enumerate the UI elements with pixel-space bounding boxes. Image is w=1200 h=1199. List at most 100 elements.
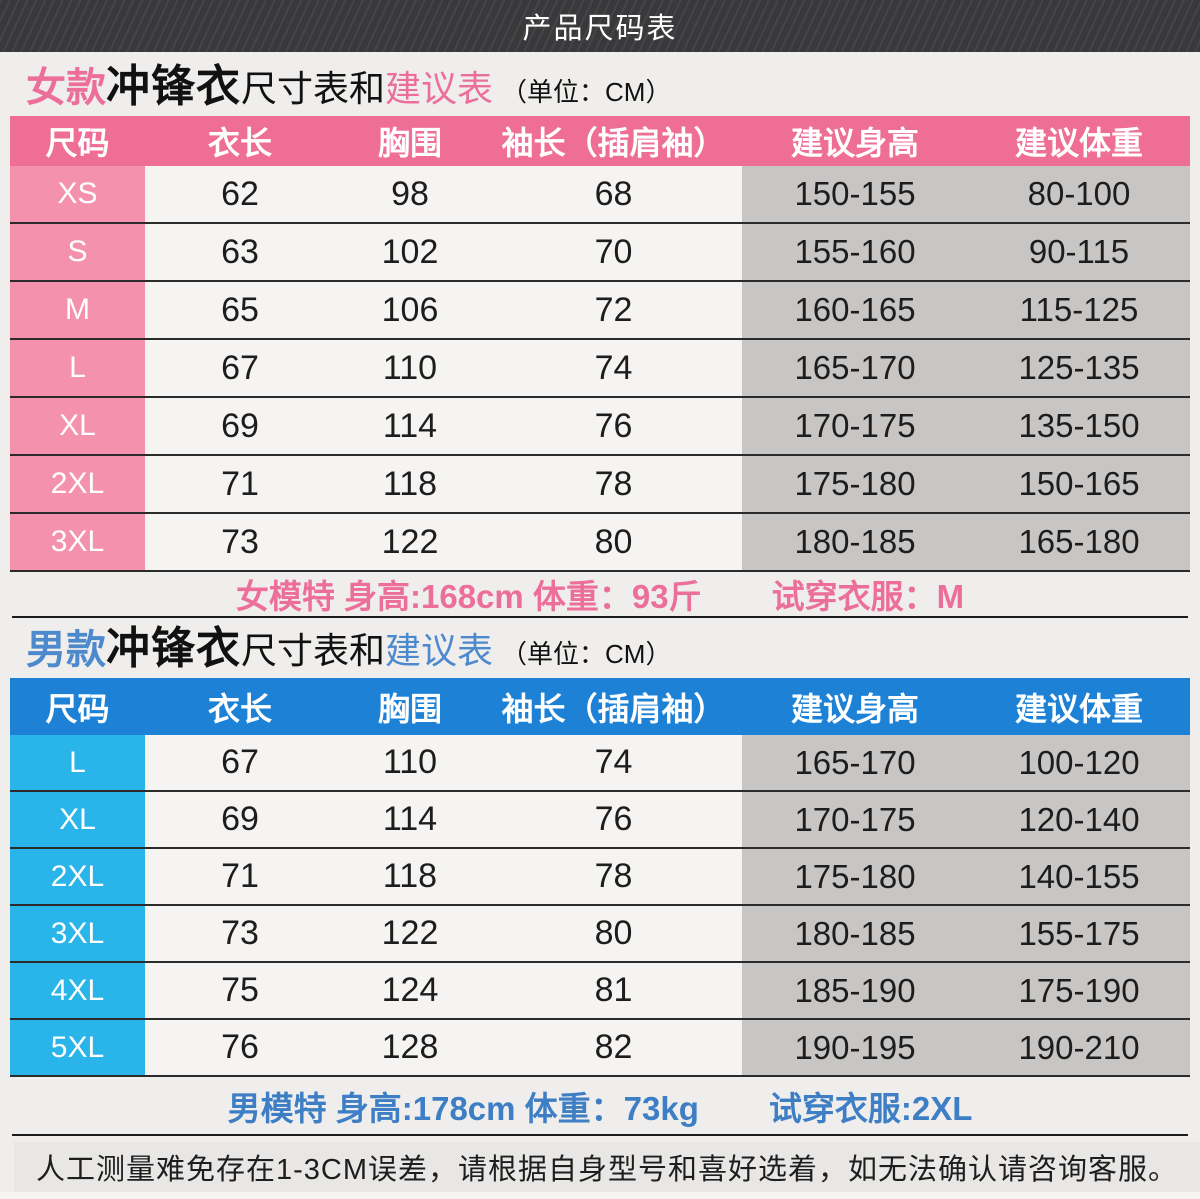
table-cell: 62 xyxy=(145,166,335,223)
table-cell: 74 xyxy=(485,339,742,397)
size-label-cell: 5XL xyxy=(10,1019,145,1076)
men-table-header-row: 尺码 衣长 胸围 袖长（插肩袖） 建议身高 建议体重 xyxy=(10,678,1190,735)
size-label-cell: XL xyxy=(10,397,145,455)
table-cell: 165-180 xyxy=(968,513,1190,571)
women-size-table: 尺码 衣长 胸围 袖长（插肩袖） 建议身高 建议体重 XS 62 98 68 150-1… xyxy=(10,116,1190,572)
table-row: 3XL 73 122 80 180-185 165-180 xyxy=(10,513,1190,571)
women-gender-label: 女款 xyxy=(26,66,106,110)
table-cell: 78 xyxy=(485,848,742,905)
table-row: 3XL 73 122 80 180-185 155-175 xyxy=(10,905,1190,962)
table-cell: 110 xyxy=(335,339,485,397)
men-title-text: 尺寸表和 xyxy=(241,630,386,671)
size-label-cell: 3XL xyxy=(10,513,145,571)
column-header-chest: 胸围 xyxy=(335,116,485,166)
size-label-cell: 3XL xyxy=(10,905,145,962)
table-row: L 67 110 74 165-170 125-135 xyxy=(10,339,1190,397)
size-label-cell: 4XL xyxy=(10,962,145,1019)
table-cell: 71 xyxy=(145,848,335,905)
bottom-strip xyxy=(0,1192,1200,1199)
size-label-cell: 2XL xyxy=(10,848,145,905)
table-row: S 63 102 70 155-160 90-115 xyxy=(10,223,1190,281)
table-cell: 175-180 xyxy=(742,455,968,513)
table-cell: 165-170 xyxy=(742,339,968,397)
table-cell: 150-155 xyxy=(742,166,968,223)
table-cell: 155-160 xyxy=(742,223,968,281)
table-cell: 76 xyxy=(145,1019,335,1076)
table-cell: 190-195 xyxy=(742,1019,968,1076)
table-cell: 71 xyxy=(145,455,335,513)
column-header-length: 衣长 xyxy=(145,678,335,735)
table-cell: 150-165 xyxy=(968,455,1190,513)
men-product-name: 冲锋衣 xyxy=(106,624,241,673)
table-cell: 110 xyxy=(335,735,485,791)
table-cell: 135-150 xyxy=(968,397,1190,455)
women-model-note: 女模特 身高:168cm 体重：93斤 试穿衣服：M xyxy=(0,572,1200,616)
table-cell: 122 xyxy=(335,513,485,571)
size-label-cell: L xyxy=(10,735,145,791)
table-cell: 90-115 xyxy=(968,223,1190,281)
table-cell: 106 xyxy=(335,281,485,339)
women-product-name: 冲锋衣 xyxy=(106,62,241,111)
table-cell: 180-185 xyxy=(742,513,968,571)
table-cell: 122 xyxy=(335,905,485,962)
table-cell: 115-125 xyxy=(968,281,1190,339)
table-cell: 73 xyxy=(145,905,335,962)
table-cell: 63 xyxy=(145,223,335,281)
men-gender-label: 男款 xyxy=(26,628,106,672)
column-header-height: 建议身高 xyxy=(742,678,968,735)
table-cell: 98 xyxy=(335,166,485,223)
table-cell: 180-185 xyxy=(742,905,968,962)
table-cell: 160-165 xyxy=(742,281,968,339)
table-row: 2XL 71 118 78 175-180 140-155 xyxy=(10,848,1190,905)
table-cell: 80 xyxy=(485,905,742,962)
table-cell: 72 xyxy=(485,281,742,339)
size-label-cell: XS xyxy=(10,166,145,223)
men-title-highlight: 建议表 xyxy=(385,630,494,671)
men-section-title: 男款冲锋衣尺寸表和建议表 （单位：CM） xyxy=(0,618,1200,678)
column-header-weight: 建议体重 xyxy=(968,678,1190,735)
table-cell: 102 xyxy=(335,223,485,281)
women-section-title: 女款冲锋衣尺寸表和建议表 （单位：CM） xyxy=(0,52,1200,116)
measurement-disclaimer: 人工测量难免存在1-3CM误差，请根据自身型号和喜好选着，如无法确认请咨询客服。 xyxy=(14,1142,1200,1192)
table-cell: 76 xyxy=(485,791,742,848)
size-label-cell: XL xyxy=(10,791,145,848)
men-size-table: 尺码 衣长 胸围 袖长（插肩袖） 建议身高 建议体重 L 67 110 74 165-1… xyxy=(10,678,1190,1077)
women-table-header-row: 尺码 衣长 胸围 袖长（插肩袖） 建议身高 建议体重 xyxy=(10,116,1190,166)
table-cell: 190-210 xyxy=(968,1019,1190,1076)
column-header-length: 衣长 xyxy=(145,116,335,166)
column-header-size: 尺码 xyxy=(10,678,145,735)
table-row: M 65 106 72 160-165 115-125 xyxy=(10,281,1190,339)
disclaimer-text: 人工测量难免存在1-3CM误差，请根据自身型号和喜好选着，如无法确认请咨询客服。 xyxy=(35,1154,1179,1186)
section-divider xyxy=(12,616,1188,618)
table-cell: 78 xyxy=(485,455,742,513)
table-cell: 118 xyxy=(335,848,485,905)
table-row: XS 62 98 68 150-155 80-100 xyxy=(10,166,1190,223)
women-title-text: 尺寸表和 xyxy=(241,68,386,109)
table-row: XL 69 114 76 170-175 120-140 xyxy=(10,791,1190,848)
table-cell: 175-190 xyxy=(968,962,1190,1019)
table-cell: 80-100 xyxy=(968,166,1190,223)
table-cell: 82 xyxy=(485,1019,742,1076)
table-cell: 69 xyxy=(145,397,335,455)
table-cell: 170-175 xyxy=(742,791,968,848)
column-header-sleeve: 袖长（插肩袖） xyxy=(485,678,742,735)
table-cell: 165-170 xyxy=(742,735,968,791)
table-cell: 125-135 xyxy=(968,339,1190,397)
women-title-highlight: 建议表 xyxy=(385,68,494,109)
table-cell: 118 xyxy=(335,455,485,513)
table-row: 2XL 71 118 78 175-180 150-165 xyxy=(10,455,1190,513)
table-cell: 81 xyxy=(485,962,742,1019)
table-cell: 69 xyxy=(145,791,335,848)
table-cell: 80 xyxy=(485,513,742,571)
table-cell: 155-175 xyxy=(968,905,1190,962)
table-cell: 175-180 xyxy=(742,848,968,905)
table-cell: 68 xyxy=(485,166,742,223)
women-table-body: XS 62 98 68 150-155 80-100 S 63 102 70 155-160 90-1… xyxy=(10,166,1190,571)
table-cell: 74 xyxy=(485,735,742,791)
table-cell: 73 xyxy=(145,513,335,571)
size-label-cell: L xyxy=(10,339,145,397)
table-cell: 120-140 xyxy=(968,791,1190,848)
column-header-size: 尺码 xyxy=(10,116,145,166)
table-row: 4XL 75 124 81 185-190 175-190 xyxy=(10,962,1190,1019)
